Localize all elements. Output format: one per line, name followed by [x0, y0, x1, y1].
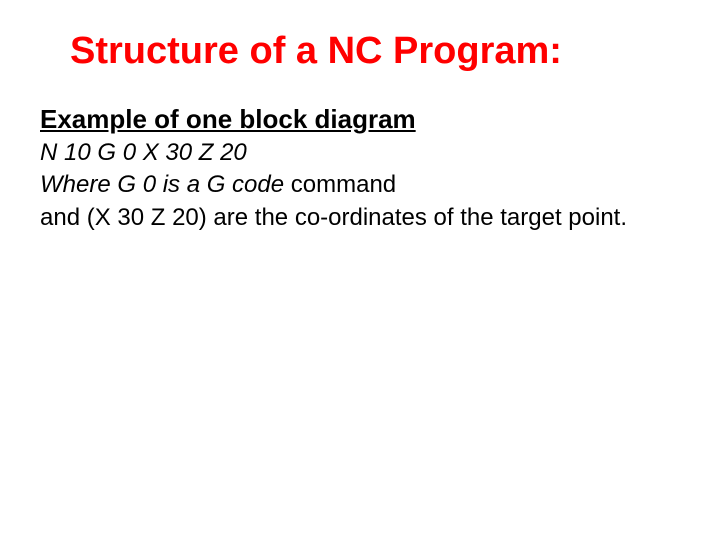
subheading: Example of one block diagram	[40, 102, 680, 137]
explanation-rest: command	[284, 171, 396, 198]
slide-body: Example of one block diagram N 10 G 0 X …	[40, 102, 680, 234]
slide: Structure of a NC Program: Example of on…	[0, 0, 720, 540]
explanation-line-1: Where G 0 is a G code command	[40, 169, 680, 201]
explanation-italic: Where G 0 is a G code	[40, 171, 284, 198]
code-line: N 10 G 0 X 30 Z 20	[40, 137, 680, 169]
explanation-line-2: and (X 30 Z 20) are the co-ordinates of …	[40, 202, 680, 234]
slide-title: Structure of a NC Program:	[40, 30, 680, 74]
